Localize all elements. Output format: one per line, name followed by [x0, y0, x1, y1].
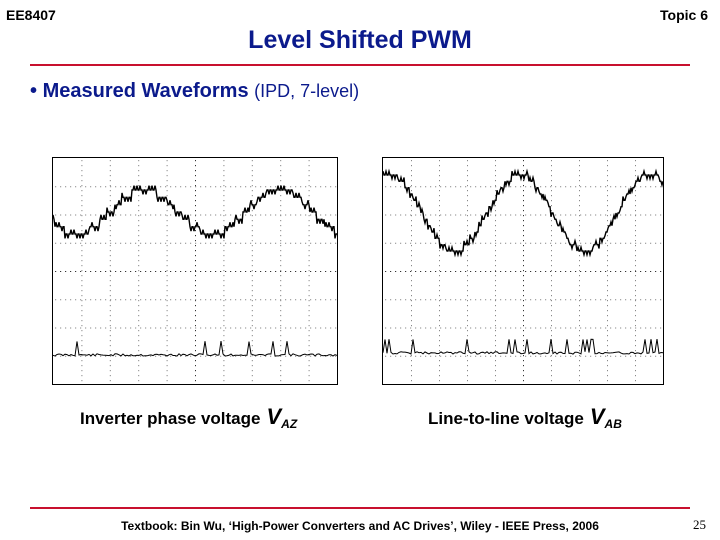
- scope-grid: [385, 160, 662, 382]
- footer-citation: Textbook: Bin Wu, ‘High-Power Converters…: [121, 519, 599, 533]
- footer-rule: [30, 507, 690, 509]
- phase-noise-trace: [53, 341, 337, 357]
- bullet-main-text: Measured Waveforms: [42, 80, 249, 102]
- phase-voltage-waveform: [53, 185, 337, 239]
- scope-trace-phase-voltage: 1 D: [52, 157, 338, 385]
- page-number: 25: [693, 517, 706, 532]
- caption-subscript: AB: [604, 417, 622, 431]
- topic-label: Topic 6: [660, 7, 708, 23]
- caption-symbol: V: [589, 404, 605, 429]
- caption-text: Inverter phase voltage: [80, 409, 261, 428]
- bullet-line: • Measured Waveforms (IPD, 7-level): [30, 80, 359, 103]
- scope-trace-line-voltage: 1 D: [382, 157, 664, 385]
- caption-symbol: V: [266, 404, 282, 429]
- bullet-marker: •: [30, 80, 38, 102]
- caption-phase-voltage: Inverter phase voltage VAZ: [80, 404, 297, 431]
- line-noise-trace: [383, 338, 663, 355]
- slide-title: Level Shifted PWM: [248, 26, 472, 54]
- bullet-detail-text: (IPD, 7-level): [254, 81, 360, 101]
- line-voltage-waveform: [383, 168, 663, 258]
- scope-grid: [55, 160, 337, 382]
- caption-subscript: AZ: [281, 417, 298, 431]
- course-code: EE8407: [6, 7, 56, 23]
- caption-text: Line-to-line voltage: [428, 409, 584, 428]
- caption-line-voltage: Line-to-line voltage VAB: [428, 404, 622, 431]
- title-rule: [30, 64, 690, 66]
